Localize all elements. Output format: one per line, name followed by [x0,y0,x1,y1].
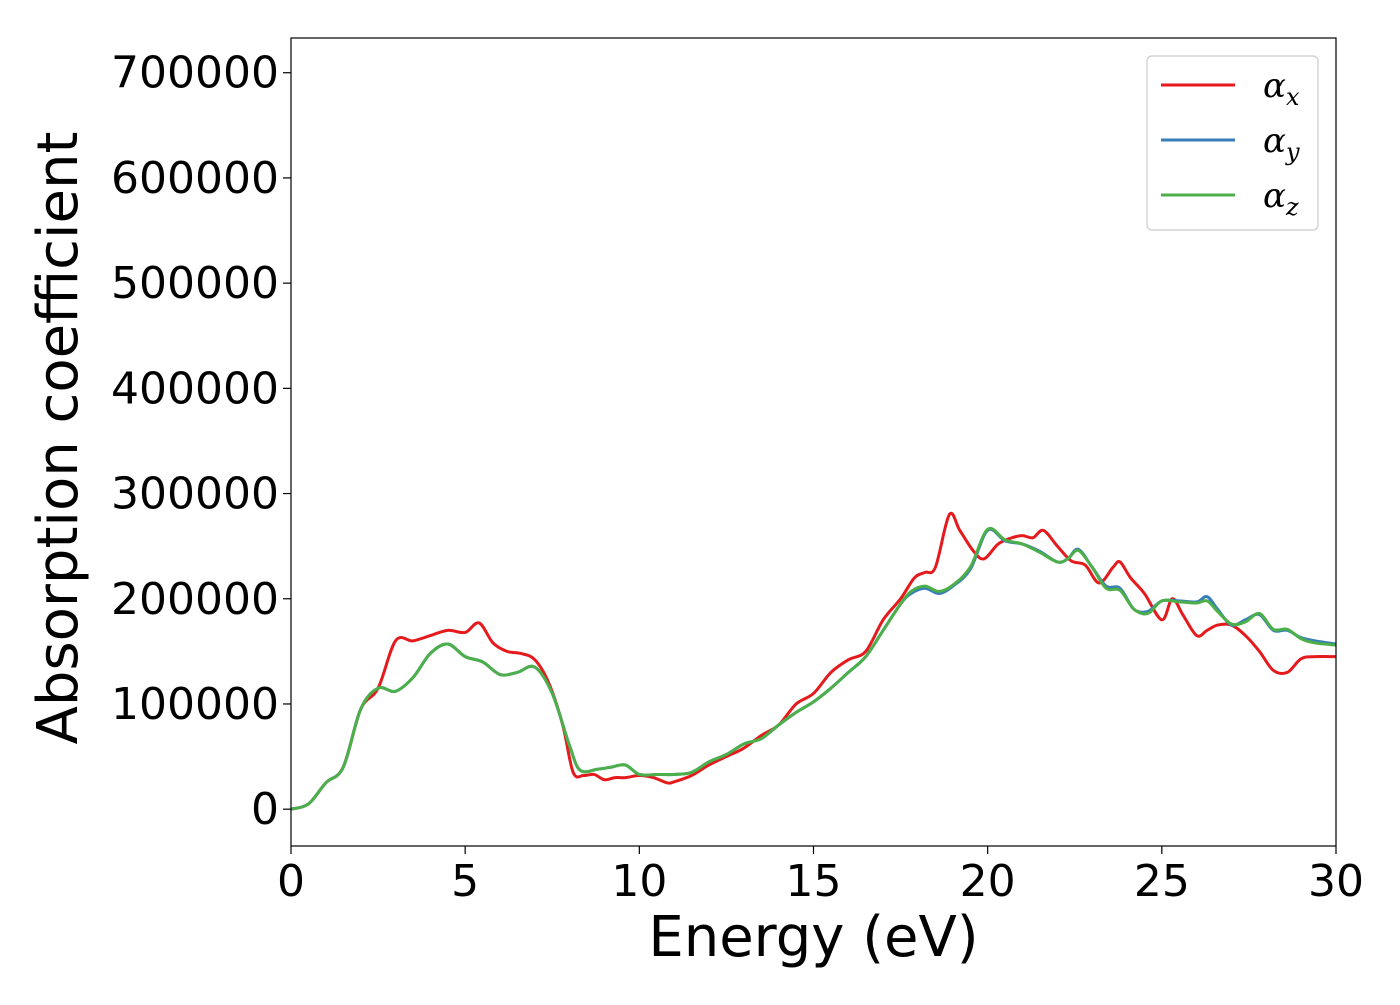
x-tick-label: 0 [277,856,305,907]
x-tick-label: 20 [960,856,1016,907]
legend-label-x: αx [1263,66,1300,111]
legend-label-y: αy [1263,121,1300,166]
series-layer [291,511,1336,811]
series-line-z [291,526,1336,811]
y-tick-label: 500000 [111,258,279,309]
x-axis: 0 5 10 15 20 25 30 [277,846,1364,907]
y-tick-label: 200000 [111,574,279,625]
y-tick-label: 600000 [111,153,279,204]
x-tick-label: 5 [451,856,479,907]
legend-box [1146,55,1319,231]
y-axis-title: Absorption coefficient [26,132,91,745]
x-tick-label: 30 [1308,856,1364,907]
x-tick-label: 25 [1134,856,1190,907]
y-tick-label: 400000 [111,363,279,414]
y-tick-label: 300000 [111,469,279,520]
y-axis: 0 100000 200000 300000 400000 500000 600000 700… [111,48,291,835]
x-tick-label: 10 [611,856,667,907]
y-tick-label: 0 [251,784,279,835]
series-line-y [291,527,1336,811]
y-tick-label: 100000 [111,679,279,730]
x-tick-label: 15 [786,856,842,907]
x-axis-title: Energy (eV) [648,905,978,970]
y-tick-label: 700000 [111,48,279,99]
series-line-x [291,511,1336,811]
